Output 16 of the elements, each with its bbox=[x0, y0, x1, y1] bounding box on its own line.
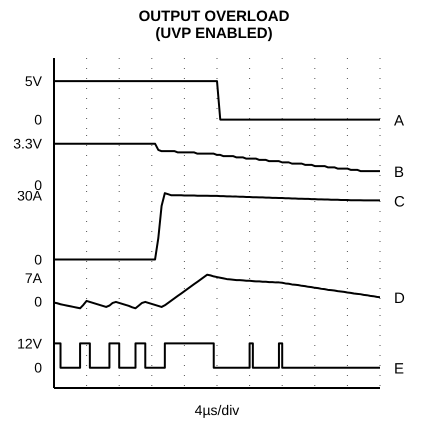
series-label: E bbox=[394, 360, 404, 378]
y-tick-label: 7A bbox=[24, 270, 43, 286]
series-label: C bbox=[394, 193, 405, 210]
series-label: D bbox=[394, 290, 405, 308]
y-tick-label: 3.3V bbox=[13, 136, 43, 152]
series-label: B bbox=[394, 164, 404, 182]
series-label: A bbox=[394, 112, 404, 130]
chart-title: OUTPUT OVERLOAD bbox=[138, 8, 290, 25]
x-axis-title: 4µs/div bbox=[194, 402, 240, 418]
y-tick-label: 12V bbox=[17, 335, 43, 352]
y-tick-label: 0 bbox=[34, 251, 42, 268]
y-tick-label: 0 bbox=[34, 360, 42, 376]
y-tick-label: 5V bbox=[24, 73, 43, 90]
y-tick-label: 0 bbox=[34, 294, 42, 310]
y-tick-label: 0 bbox=[34, 112, 42, 128]
chart-subtitle: (UVP ENABLED) bbox=[154, 25, 274, 42]
